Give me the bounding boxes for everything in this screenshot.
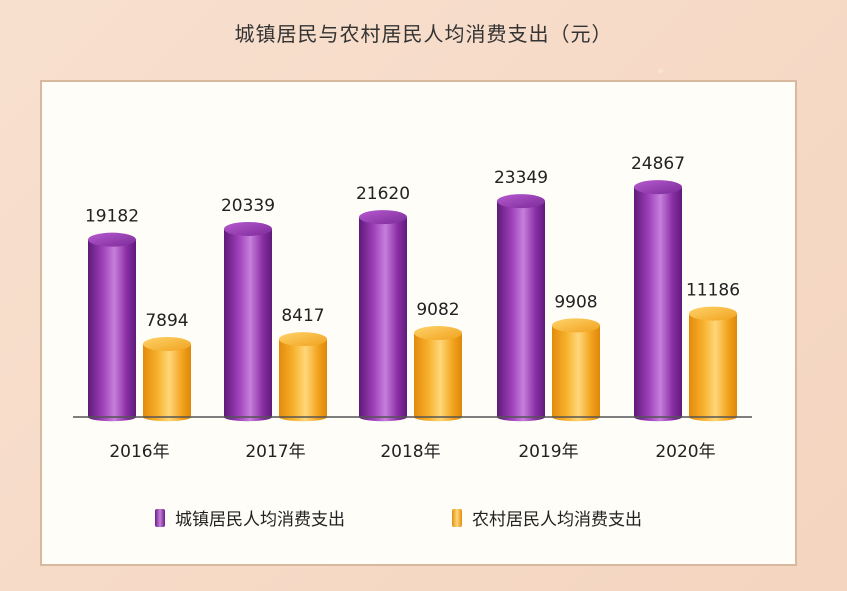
category-label-4: 2020年 (655, 442, 715, 462)
labels-layer: 19182 20339 21620 23349 24867 7894 8417 9082 990… (85, 154, 740, 462)
data-label-urban-2: 21620 (356, 184, 410, 204)
bar-urban-4 (634, 180, 682, 422)
bar-body-rural-4 (689, 313, 737, 417)
bar-rural-4 (689, 306, 737, 422)
bar-body-urban-4 (634, 187, 682, 417)
bar-cap-rural-1 (279, 332, 327, 347)
bar-cap-urban-2 (359, 210, 407, 225)
legend-item-urban: 城镇居民人均消费支出 (155, 505, 345, 530)
bar-rural-0 (143, 337, 191, 422)
bar-body-urban-3 (497, 201, 545, 417)
bar-body-rural-3 (552, 325, 600, 417)
bar-rural-3 (552, 318, 600, 422)
bar-body-rural-0 (143, 344, 191, 417)
data-label-rural-4: 11186 (686, 281, 740, 301)
bar-cap-rural-2 (414, 326, 462, 341)
category-label-3: 2019年 (518, 442, 578, 462)
bar-urban-1 (224, 221, 272, 422)
legend-label-urban: 城镇居民人均消费支出 (175, 510, 345, 530)
data-label-urban-0: 19182 (85, 207, 139, 227)
bar-urban-3 (497, 194, 545, 422)
bar-rural-2 (414, 326, 462, 422)
bars-layer (88, 180, 737, 422)
bar-cap-urban-1 (224, 221, 272, 236)
data-label-rural-0: 7894 (145, 311, 188, 331)
legend-swatch-urban (155, 508, 165, 527)
bar-cap-rural-3 (552, 318, 600, 333)
data-label-urban-3: 23349 (494, 168, 548, 188)
data-label-rural-2: 9082 (416, 300, 459, 320)
bar-body-urban-1 (224, 228, 272, 417)
bar-body-urban-0 (88, 239, 136, 417)
bar-rural-1 (279, 332, 327, 422)
bar-cap-rural-4 (689, 306, 737, 321)
category-label-2: 2018年 (380, 442, 440, 462)
chart-title: 城镇居民与农村居民人均消费支出（元） (234, 22, 613, 46)
bar-cap-urban-0 (88, 232, 136, 247)
bar-urban-2 (359, 210, 407, 422)
category-label-1: 2017年 (245, 442, 305, 462)
data-label-rural-3: 9908 (554, 292, 597, 312)
bar-cap-rural-0 (143, 337, 191, 352)
data-label-urban-4: 24867 (631, 154, 685, 174)
legend-swatch-rural (452, 508, 462, 527)
legend-label-rural: 农村居民人均消费支出 (472, 510, 642, 530)
bar-urban-0 (88, 232, 136, 422)
legend-item-rural: 农村居民人均消费支出 (452, 505, 642, 530)
bar-cap-urban-4 (634, 180, 682, 195)
data-label-urban-1: 20339 (221, 196, 275, 216)
category-label-0: 2016年 (109, 442, 169, 462)
bar-body-rural-2 (414, 333, 462, 417)
bar-body-urban-2 (359, 217, 407, 417)
bar-body-rural-1 (279, 339, 327, 417)
bar-cap-urban-3 (497, 194, 545, 209)
data-label-rural-1: 8417 (281, 306, 324, 326)
